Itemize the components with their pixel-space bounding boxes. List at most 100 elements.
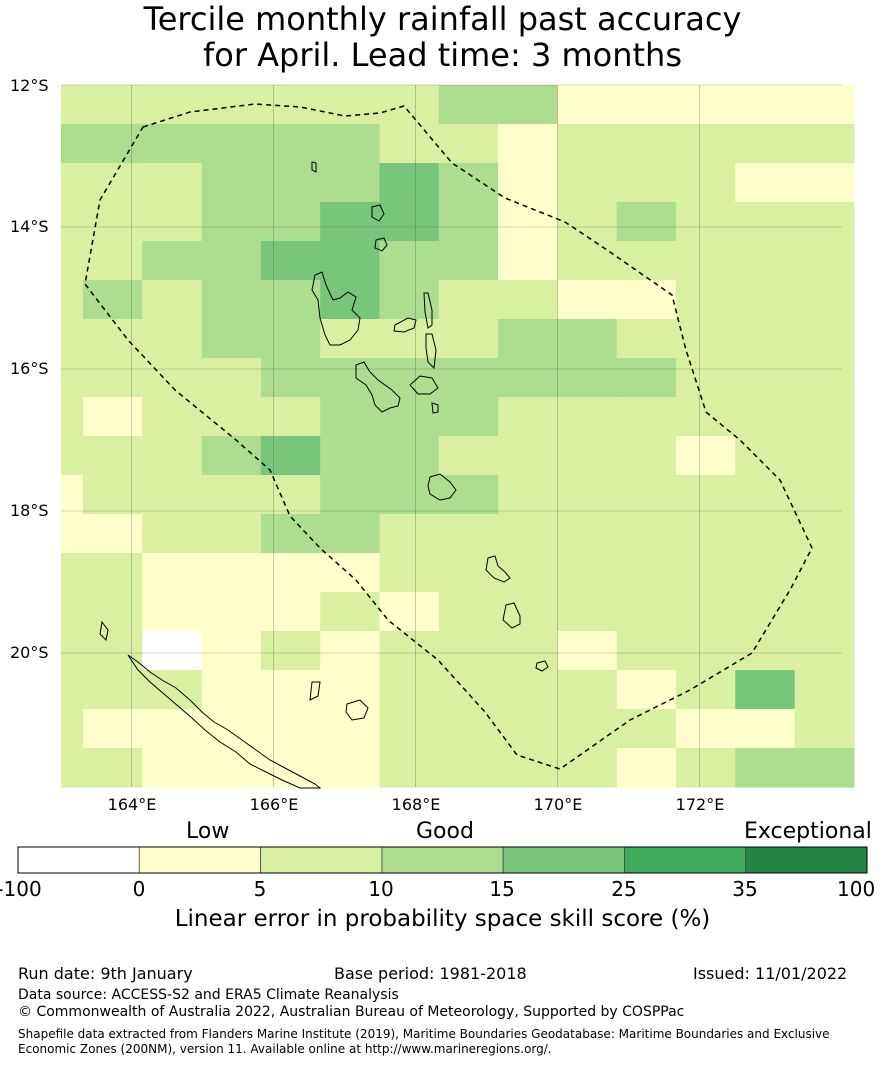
grid-cell [735, 163, 796, 203]
grid-cell [201, 124, 262, 164]
grid-cell [557, 475, 618, 515]
grid-cell [379, 514, 440, 554]
grid-cell [794, 592, 855, 632]
grid-cell [794, 748, 855, 788]
grid-cell [61, 436, 83, 476]
grid-cell [557, 436, 618, 476]
grid-cell [142, 592, 203, 632]
grid-cell [498, 553, 558, 593]
grid-cell [201, 319, 262, 359]
grid-cell [498, 163, 558, 203]
eez-boundary [84, 103, 813, 770]
run-date: Run date: 9th January [18, 964, 193, 983]
grid-cell [142, 319, 203, 359]
grid-cell [83, 163, 143, 203]
grid-cell [201, 748, 262, 788]
grid-cell [379, 319, 440, 359]
grid-cell [61, 709, 83, 749]
grid-cell [83, 475, 143, 515]
grid-cell [735, 631, 796, 671]
grid-cell [142, 670, 203, 710]
grid-cell [676, 163, 736, 203]
grid-cell [676, 631, 736, 671]
grid-cell [794, 631, 855, 671]
colorbar-segment [138, 846, 262, 874]
grid-cell [379, 670, 440, 710]
grid-cell [320, 241, 381, 281]
cb-tick-10: 10 [368, 877, 394, 901]
pentecost-island [425, 333, 437, 370]
grid-cell [557, 358, 618, 398]
grid-cell [676, 319, 736, 359]
grid-cell [201, 163, 262, 203]
grid-cell [438, 553, 499, 593]
epi-island [431, 402, 439, 414]
grid-cell [201, 553, 262, 593]
grid-cell [735, 748, 796, 788]
grid-cell [320, 514, 381, 554]
grid-cell [83, 319, 143, 359]
grid-cell [61, 241, 83, 281]
grid-cell [61, 163, 83, 203]
grid-cell [260, 436, 321, 476]
grid-cell [83, 670, 143, 710]
grid-cell [438, 592, 499, 632]
grid-cell [794, 124, 855, 164]
grid-cell [498, 397, 558, 437]
grid-cell [201, 514, 262, 554]
grid-cell [320, 163, 381, 203]
grid-cell [379, 280, 440, 320]
grid-cell [557, 163, 618, 203]
grid-cell [320, 124, 381, 164]
grid-cell [201, 280, 262, 320]
grid-cell [379, 748, 440, 788]
grid-cell [616, 319, 677, 359]
grid-cell [557, 397, 618, 437]
grid-cell [379, 124, 440, 164]
grid-cell [438, 319, 499, 359]
graticule [61, 84, 842, 787]
grid-cell [142, 124, 203, 164]
grid-cell [735, 202, 796, 242]
grid-cell [142, 514, 203, 554]
grid-cell [320, 475, 381, 515]
grid-cell [557, 748, 618, 788]
lon-label-172e: 172°E [675, 795, 725, 814]
grid-cell [260, 124, 321, 164]
grid-cell [735, 670, 796, 710]
vanua-lava-island [374, 237, 388, 252]
grid-cell [735, 280, 796, 320]
grid-cell [142, 280, 203, 320]
grid-cell [438, 397, 499, 437]
grid-cell [260, 514, 321, 554]
grid-cell [260, 709, 321, 749]
grid-cell [61, 85, 83, 125]
cb-tick-100: 100 [837, 877, 876, 901]
grid-cell [142, 163, 203, 203]
grid-cell [379, 553, 440, 593]
colorbar-segment [381, 846, 504, 874]
grid-cell [320, 397, 381, 437]
grid-cell [438, 631, 499, 671]
grid-cell [83, 592, 143, 632]
lon-label-170e: 170°E [533, 795, 583, 814]
grid-cell [438, 436, 499, 476]
grid-cell [794, 709, 855, 749]
grid-cell [142, 709, 203, 749]
grid-cell [676, 124, 736, 164]
grid-cell [201, 436, 262, 476]
grid-cell [438, 475, 499, 515]
grid-cell [794, 436, 855, 476]
grid-cell [616, 592, 677, 632]
grid-cell [735, 241, 796, 281]
grid-cell [201, 358, 262, 398]
grid-cell [142, 397, 203, 437]
grid-cell [735, 358, 796, 398]
grid-cell [438, 358, 499, 398]
grid-cell [557, 124, 618, 164]
grid-cell [557, 202, 618, 242]
grid-cell [616, 241, 677, 281]
grid-cell [616, 280, 677, 320]
loyalty-islands [99, 620, 369, 721]
